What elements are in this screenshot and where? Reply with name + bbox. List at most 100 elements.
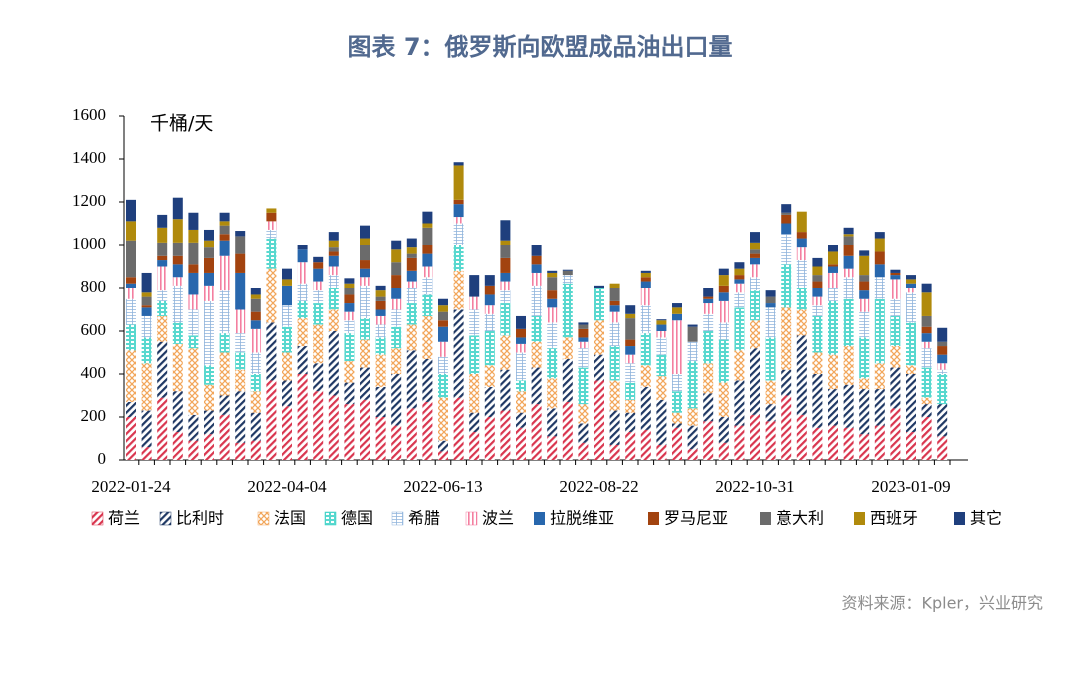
bar-segment xyxy=(734,425,745,460)
bar-segment xyxy=(360,260,370,269)
bar-segment xyxy=(328,266,339,276)
bar-segment xyxy=(547,348,558,379)
bar-segment xyxy=(297,262,308,284)
bar-segment xyxy=(313,262,324,269)
bar-segment xyxy=(625,363,636,383)
bar-segment xyxy=(828,354,838,390)
bar-segment xyxy=(469,275,480,297)
bar-segment xyxy=(172,255,183,265)
bar-segment xyxy=(921,326,932,334)
bar-segment xyxy=(453,397,464,460)
bar-segment xyxy=(219,290,230,334)
bar-segment xyxy=(360,285,370,319)
bar-segment xyxy=(703,296,714,299)
bar-segment xyxy=(687,361,698,409)
bar-segment xyxy=(204,272,214,286)
bar-segment xyxy=(375,300,386,310)
bar-segment xyxy=(438,397,448,441)
bar-segment xyxy=(313,290,324,304)
bar-segment xyxy=(703,298,714,304)
bar-segment xyxy=(391,240,402,250)
bar-segment xyxy=(562,269,573,271)
bar-segment xyxy=(172,322,183,344)
bar-segment xyxy=(469,412,480,433)
bar-segment xyxy=(781,214,792,224)
bar-segment xyxy=(781,234,792,265)
bar-segment xyxy=(126,298,136,325)
bar-segment xyxy=(516,380,526,392)
legend-label: 法国 xyxy=(274,509,306,528)
bar-segment xyxy=(250,311,261,321)
bar-segment xyxy=(391,298,402,310)
bar-segment xyxy=(500,240,511,245)
bar-segment xyxy=(204,410,214,435)
bar-segment xyxy=(172,343,183,392)
bar-segment xyxy=(219,333,230,353)
bar-segment xyxy=(843,384,854,428)
bar-segment xyxy=(235,369,246,392)
bar-segment xyxy=(313,268,324,282)
bar-segment xyxy=(453,162,464,166)
bar-segment xyxy=(344,320,355,334)
bar-segment xyxy=(812,266,823,276)
bar-segment xyxy=(188,294,199,310)
bar-segment xyxy=(188,272,199,295)
bar-segment xyxy=(718,292,729,301)
bar-segment xyxy=(594,380,604,460)
bar-segment xyxy=(609,288,620,301)
bar-segment xyxy=(687,425,698,450)
bar-segment xyxy=(141,292,152,297)
bar-segment xyxy=(328,288,339,310)
bar-segment xyxy=(796,211,807,233)
bar-segment xyxy=(250,374,261,392)
bar-segment xyxy=(406,247,417,254)
bar-segment xyxy=(828,425,838,460)
bar-segment xyxy=(843,234,854,237)
bar-segment xyxy=(141,337,152,364)
bar-segment xyxy=(141,307,152,316)
bar-segment xyxy=(906,283,916,288)
bar-segment xyxy=(391,326,402,349)
bar-segment xyxy=(734,307,745,351)
bar-segment xyxy=(375,296,386,301)
y-tick-label: 600 xyxy=(81,320,107,339)
bar-segment xyxy=(406,408,417,460)
bar-segment xyxy=(157,260,168,267)
bar-segment xyxy=(874,298,885,364)
bar-segment xyxy=(562,401,573,460)
bar-segment xyxy=(469,374,480,413)
bar-segment xyxy=(360,399,370,460)
legend-swatch xyxy=(854,512,865,525)
bar-segment xyxy=(266,212,277,222)
bar-segment xyxy=(375,417,386,460)
bar-segment xyxy=(547,307,558,323)
bar-segment xyxy=(126,350,136,402)
bar-segment xyxy=(859,275,870,282)
bar-segment xyxy=(796,414,807,460)
bar-segment xyxy=(718,417,729,443)
y-tick-label: 400 xyxy=(81,363,107,382)
bar-segment xyxy=(250,440,261,460)
bar-segment xyxy=(126,240,136,278)
bar-segment xyxy=(921,417,932,460)
bar-segment xyxy=(344,303,355,312)
bar-segment xyxy=(188,264,199,273)
bar-segment xyxy=(734,350,745,381)
bar-segment xyxy=(750,414,760,460)
bar-segment xyxy=(219,234,230,241)
legend-swatch xyxy=(159,511,172,526)
bar-segment xyxy=(391,275,402,288)
legend-label: 荷兰 xyxy=(108,509,140,528)
bar-segment xyxy=(672,374,682,392)
bar-segment xyxy=(828,245,838,252)
bar-segment xyxy=(360,268,370,278)
source: 资料来源：Kpler，兴业研究 xyxy=(841,594,1043,613)
bar-segment xyxy=(594,288,604,321)
bar-segment xyxy=(204,365,214,385)
bar-segment xyxy=(266,380,277,460)
bar-segment xyxy=(422,211,433,224)
bar-segment xyxy=(328,232,339,241)
bar-segment xyxy=(906,365,916,374)
bar-segment xyxy=(204,247,214,258)
bar-segment xyxy=(718,442,729,460)
